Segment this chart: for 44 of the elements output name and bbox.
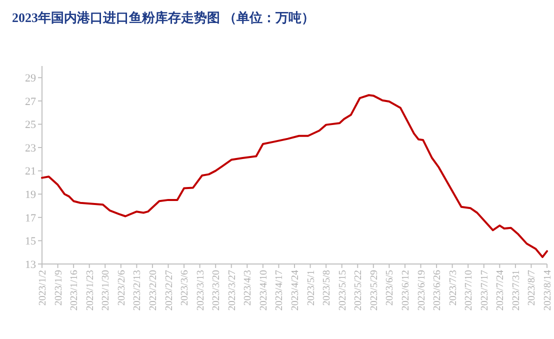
- x-tick-label: 2023/4/10: [258, 270, 270, 311]
- x-tick-label: 2023/4/17: [274, 270, 286, 311]
- x-tick-label: 2023/5/8: [322, 270, 333, 306]
- chart-title: 2023年国内港口进口鱼粉库存走势图 （单位：万吨）: [12, 10, 314, 25]
- x-tick-label: 2023/5/15: [337, 270, 348, 311]
- y-tick-label: 23: [25, 142, 36, 154]
- x-tick-label: 2023/7/10: [464, 270, 475, 311]
- x-tick-label: 2023/3/13: [195, 270, 206, 311]
- x-tick-label: 2023/2/20: [148, 270, 159, 311]
- y-tick-label: 29: [25, 72, 36, 84]
- x-tick-label: 2023/8/7: [526, 270, 538, 306]
- x-tick-label: 2023/7/24: [495, 270, 506, 311]
- line-series: [41, 94, 548, 258]
- x-tick-label: 2023/3/20: [211, 270, 222, 311]
- x-tick-label: 2023/7/31: [510, 270, 522, 311]
- x-tick-label: 2023/3/6: [180, 270, 191, 306]
- y-tick-label: 27: [25, 96, 36, 108]
- x-tick-label: 2023/8/14: [542, 270, 554, 311]
- x-tick-label: 2023/5/1: [306, 270, 317, 306]
- x-tick-label: 2023/7/17: [479, 270, 490, 311]
- x-tick-label: 2023/5/29: [368, 270, 380, 311]
- y-tick-label: 25: [25, 119, 36, 132]
- x-tick-label: 2023/1/23: [84, 270, 96, 311]
- y-tick-label: 13: [25, 258, 36, 271]
- x-tick-label: 2023/4/24: [290, 270, 301, 311]
- x-tick-label: 2023/6/12: [400, 270, 412, 311]
- x-tick-label: 2023/5/22: [353, 270, 364, 311]
- x-tick-label: 2023/1/16: [69, 270, 80, 311]
- x-tick-label: 2023/6/26: [432, 270, 444, 311]
- y-tick-label: 15: [25, 236, 36, 248]
- x-tick-label: 2023/7/3: [448, 270, 459, 306]
- x-tick-label: 2023/1/30: [100, 270, 112, 311]
- x-tick-label: 2023/6/19: [416, 270, 428, 311]
- x-tick-label: 2023/1/2: [38, 270, 48, 306]
- y-tick-label: 21: [25, 166, 36, 178]
- y-tick-label: 17: [25, 212, 36, 224]
- x-tick-label: 2023/2/27: [164, 270, 175, 311]
- x-tick-label: 2023/6/5: [384, 270, 396, 306]
- x-tick-label: 2023/2/13: [132, 270, 144, 311]
- x-tick-label: 2023/3/27: [226, 270, 238, 311]
- x-tick-label: 2023/2/6: [116, 270, 128, 306]
- x-tick-label: 2023/4/3: [242, 270, 254, 306]
- x-tick-label: 2023/1/9: [53, 270, 64, 306]
- y-tick-label: 19: [25, 188, 36, 201]
